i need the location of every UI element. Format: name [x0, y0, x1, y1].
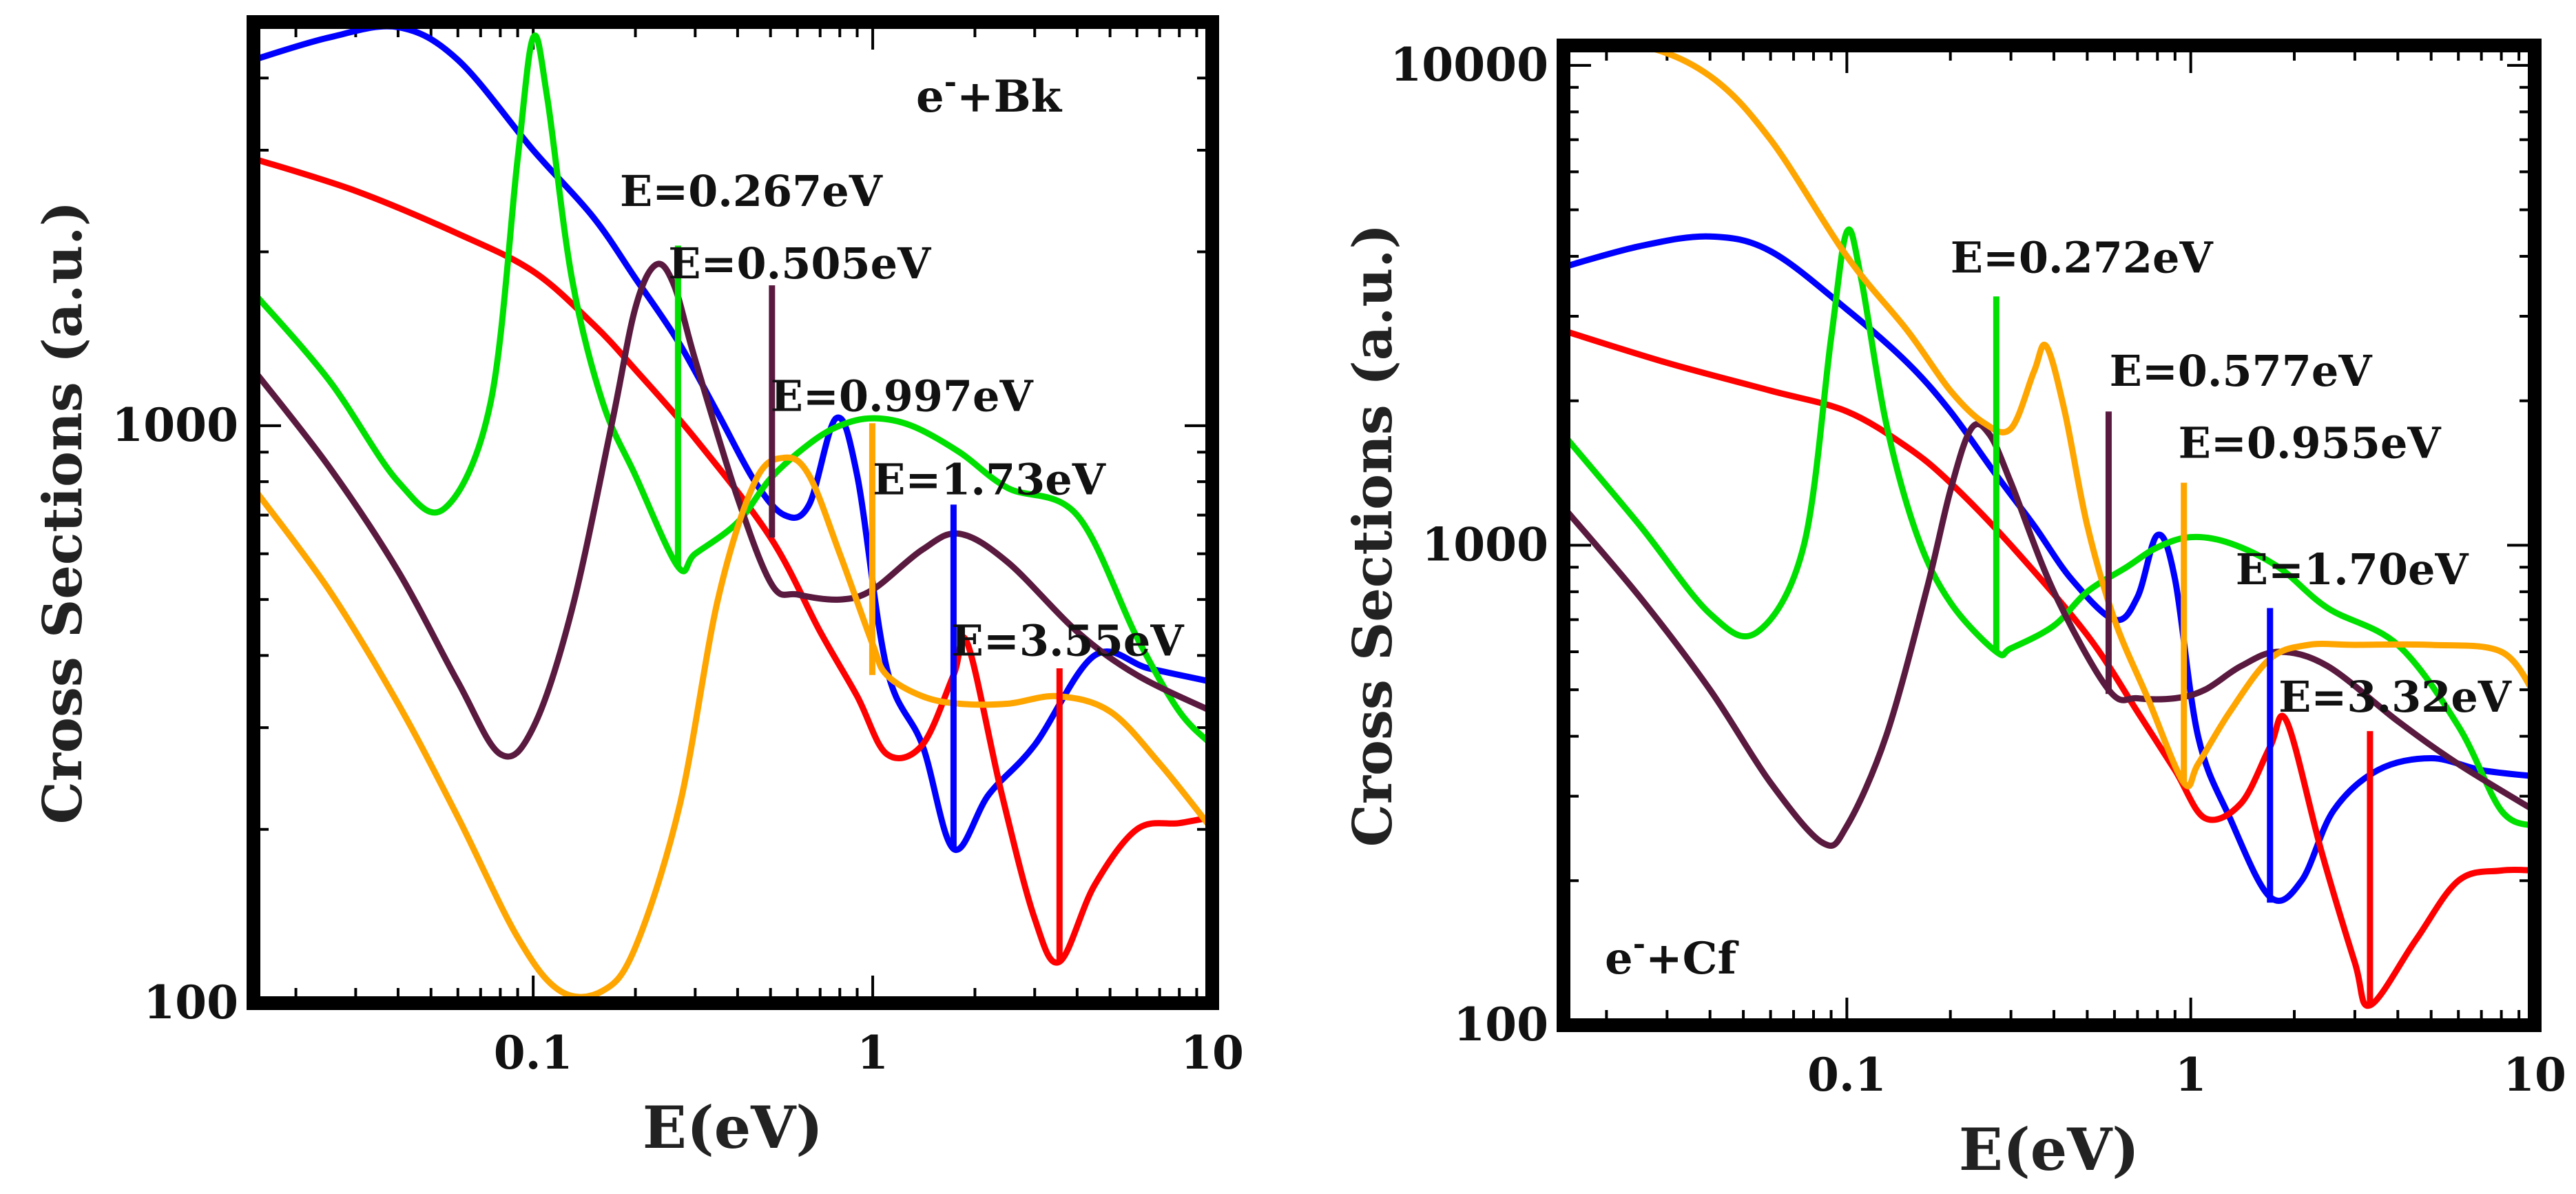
series-line-red: [1564, 327, 2535, 1009]
system-label: e-+Cf: [1605, 927, 1739, 985]
plot-area: [1564, 45, 2535, 1025]
x-axis-title: E(eV): [643, 1093, 823, 1162]
y-tick-label: 1000: [1422, 517, 1548, 571]
series-line-red: [253, 155, 1212, 966]
y-tick-label: 100: [1453, 998, 1548, 1051]
x-tick-label: 1: [857, 1026, 889, 1080]
resonance-label-3: E=0.997eV: [771, 371, 1034, 422]
y-axis-title: Cross Sections (a.u.): [1342, 224, 1404, 847]
resonance-label-4: E=1.73eV: [873, 455, 1106, 505]
x-tick-label: 10: [2503, 1048, 2566, 1102]
y-tick-label: 100: [143, 976, 238, 1029]
resonance-label-1: E=0.272eV: [1951, 233, 2214, 283]
chart-panel-cf: E=0.272eV E=0.577eV E=0.955eV E=1.70eV E=3.3…: [1342, 38, 2566, 1184]
x-tick-label: 10: [1181, 1026, 1244, 1080]
series-line-blue: [1564, 233, 2535, 904]
resonance-label-1: E=0.267eV: [620, 166, 883, 216]
chart-panel-bk: E=0.267eV E=0.505eV E=0.997eV E=1.73eV E=3.5…: [32, 15, 1244, 1162]
y-tick-label: 10000: [1390, 38, 1548, 92]
resonance-label-2: E=0.577eV: [2110, 346, 2373, 396]
plot-frame: [247, 15, 1219, 1010]
plot-area: [253, 22, 1212, 1003]
resonance-label-5: E=3.55eV: [951, 615, 1185, 666]
plot-frame: [1557, 39, 2542, 1032]
x-tick-label: 1: [2175, 1048, 2207, 1102]
series-group: [253, 23, 1212, 1000]
system-label: e-+Bk: [916, 65, 1063, 123]
series-group: [1564, 45, 2535, 1009]
x-tick-label: 0.1: [1807, 1048, 1887, 1102]
resonance-label-2: E=0.505eV: [668, 238, 931, 289]
resonance-label-3: E=0.955eV: [2179, 418, 2442, 469]
resonance-label-4: E=1.70eV: [2236, 544, 2469, 595]
series-line-green: [253, 32, 1212, 748]
series-line-orange: [253, 454, 1212, 1000]
series-line-orange: [1564, 45, 2535, 790]
x-axis-title: E(eV): [1959, 1115, 2139, 1184]
y-axis-title: Cross Sections (a.u.): [32, 201, 94, 824]
series-line-blue: [253, 23, 1212, 854]
y-tick-label: 1000: [112, 398, 238, 452]
resonance-label-5: E=3.32eV: [2278, 672, 2512, 722]
x-tick-label: 0.1: [494, 1026, 573, 1080]
series-line-green: [1564, 226, 2535, 830]
